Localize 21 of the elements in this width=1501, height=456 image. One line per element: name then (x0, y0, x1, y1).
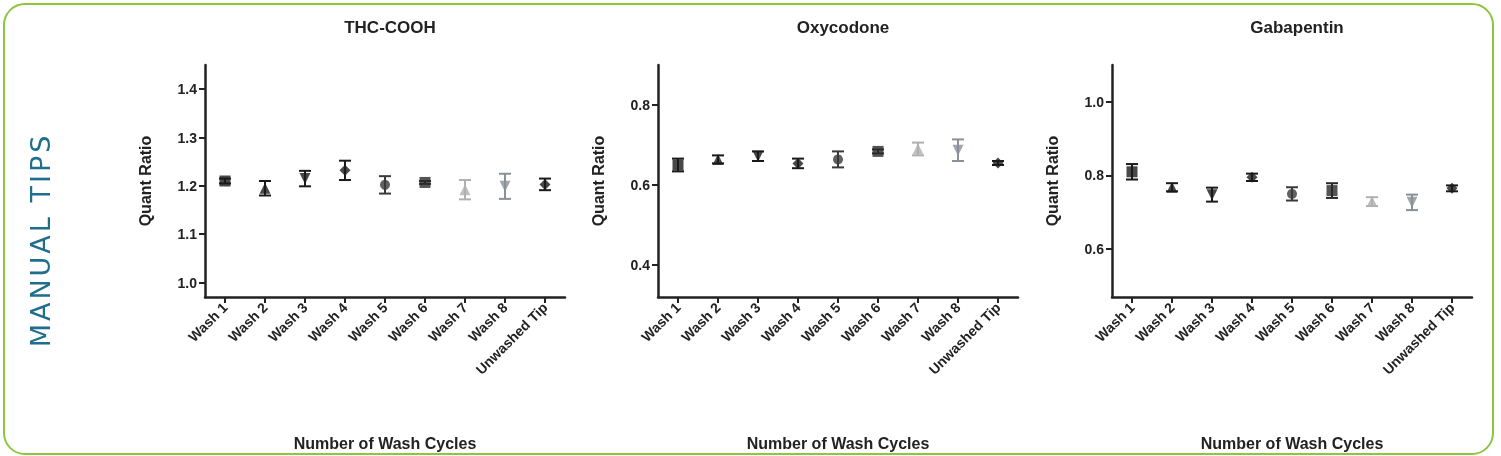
y-tick-label: 1.0 (177, 274, 198, 291)
y-tick-label: 0.6 (1084, 241, 1105, 258)
y-axis-title: Quant Ratio (589, 135, 607, 227)
y-tick-label: 1.3 (177, 129, 198, 146)
x-axis-title: Number of Wash Cycles (293, 434, 477, 452)
chart-title: THC-COOH (344, 18, 436, 37)
y-tick-label: 1.1 (177, 226, 198, 243)
y-tick-label: 0.4 (630, 257, 651, 273)
y-axis-title: Quant Ratio (136, 135, 154, 227)
chart-title: Gabapentin (1250, 18, 1344, 37)
y-tick-label: 0.8 (1084, 167, 1105, 184)
y-tick-label: 0.6 (630, 177, 651, 193)
y-tick-label: 1.4 (177, 81, 198, 98)
y-tick-label: 1.0 (1084, 93, 1105, 110)
y-tick-label: 1.2 (177, 177, 198, 194)
x-axis-title: Number of Wash Cycles (746, 434, 930, 452)
x-axis-title: Number of Wash Cycles (1200, 434, 1384, 452)
y-tick-label: 0.8 (630, 97, 651, 113)
y-axis-title: Quant Ratio (1043, 135, 1061, 227)
chart-title: Oxycodone (796, 18, 890, 37)
text: MANUAL TIPS (24, 132, 56, 348)
